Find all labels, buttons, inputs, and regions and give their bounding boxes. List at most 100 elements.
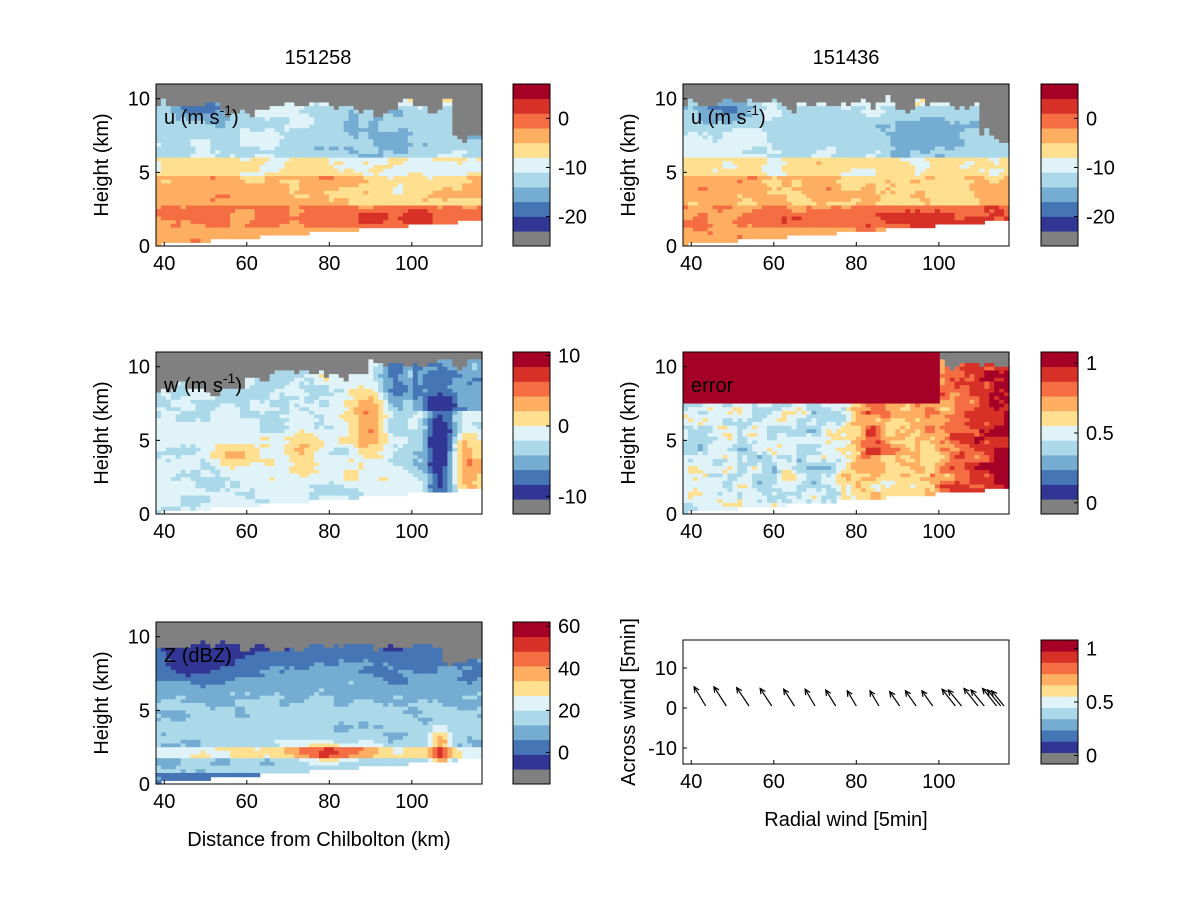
heatmap-cell bbox=[742, 142, 748, 148]
heatmap-cell bbox=[289, 194, 295, 199]
heatmap-cell bbox=[294, 102, 300, 107]
heatmap-cell bbox=[821, 157, 827, 162]
heatmap-cell bbox=[447, 117, 453, 122]
heatmap-cell bbox=[383, 135, 389, 140]
heatmap-cell bbox=[309, 150, 315, 155]
heatmap-cell bbox=[432, 120, 439, 126]
heatmap-cell bbox=[279, 194, 286, 199]
heatmap-cell bbox=[831, 91, 837, 96]
heatmap-cell bbox=[422, 109, 429, 115]
heatmap-cell bbox=[707, 102, 714, 107]
heatmap-cell bbox=[959, 84, 966, 89]
heatmap-cell bbox=[717, 109, 724, 115]
heatmap-cell bbox=[319, 102, 325, 107]
heatmap-cell bbox=[841, 212, 847, 218]
heatmap-cell bbox=[747, 190, 753, 196]
heatmap-cell bbox=[289, 165, 295, 170]
heatmap-cell bbox=[712, 131, 719, 137]
heatmap-cell bbox=[687, 117, 694, 122]
heatmap-cell bbox=[294, 205, 300, 210]
heatmap-cell bbox=[776, 106, 783, 111]
heatmap-cell bbox=[393, 179, 399, 185]
heatmap-cell bbox=[304, 95, 310, 100]
heatmap-cell bbox=[870, 135, 877, 140]
heatmap-cell bbox=[170, 102, 177, 107]
heatmap-cell bbox=[850, 161, 857, 166]
heatmap-cell bbox=[269, 113, 276, 118]
heatmap-cell bbox=[934, 153, 941, 159]
heatmap-cell bbox=[274, 187, 281, 192]
heatmap-cell bbox=[432, 187, 439, 192]
heatmap-cell bbox=[727, 234, 733, 240]
heatmap-cell bbox=[309, 201, 315, 207]
heatmap-cell bbox=[683, 153, 689, 159]
heatmap-cell bbox=[747, 176, 753, 181]
heatmap-cell bbox=[467, 201, 473, 207]
heatmap-cell bbox=[472, 131, 478, 137]
heatmap-cell bbox=[702, 157, 709, 162]
heatmap-cell bbox=[398, 98, 404, 104]
heatmap-cell bbox=[264, 106, 271, 111]
heatmap-cell bbox=[692, 106, 699, 111]
heatmap-cell bbox=[712, 172, 719, 177]
heatmap-cell bbox=[880, 106, 887, 111]
heatmap-cell bbox=[447, 220, 453, 225]
heatmap-cell bbox=[712, 161, 719, 166]
colorbar-band bbox=[513, 187, 550, 203]
heatmap-cell bbox=[239, 135, 246, 140]
heatmap-cell bbox=[427, 209, 434, 214]
heatmap-cell bbox=[398, 212, 404, 218]
heatmap-cell bbox=[230, 91, 236, 96]
heatmap-cell bbox=[156, 117, 162, 122]
heatmap-cell bbox=[915, 139, 921, 144]
heatmap-cell bbox=[175, 165, 182, 170]
heatmap-cell bbox=[220, 139, 226, 144]
heatmap-cell bbox=[225, 168, 231, 173]
heatmap-cell bbox=[299, 95, 305, 100]
heatmap-cell bbox=[165, 98, 172, 104]
heatmap-cell bbox=[249, 234, 256, 240]
heatmap-cell bbox=[393, 165, 399, 170]
heatmap-cell bbox=[274, 165, 281, 170]
heatmap-cell bbox=[801, 227, 808, 232]
heatmap-cell bbox=[319, 135, 325, 140]
heatmap-cell bbox=[939, 187, 946, 192]
heatmap-cell bbox=[304, 176, 310, 181]
heatmap-cell bbox=[314, 139, 320, 144]
heatmap-cell bbox=[333, 223, 340, 229]
heatmap-cell bbox=[816, 87, 822, 92]
heatmap-cell bbox=[402, 212, 409, 218]
heatmap-cell bbox=[383, 142, 389, 148]
heatmap-cell bbox=[215, 135, 221, 140]
heatmap-cell bbox=[687, 91, 694, 96]
heatmap-cell bbox=[885, 183, 892, 188]
heatmap-cell bbox=[180, 216, 187, 221]
heatmap-cell bbox=[319, 227, 325, 232]
heatmap-cell bbox=[895, 150, 901, 155]
heatmap-cell bbox=[722, 157, 729, 162]
heatmap-cell bbox=[737, 102, 743, 107]
heatmap-cell bbox=[702, 216, 709, 221]
heatmap-cell bbox=[796, 176, 803, 181]
heatmap-cell bbox=[225, 231, 231, 236]
heatmap-cell bbox=[225, 201, 231, 207]
heatmap-cell bbox=[319, 109, 325, 115]
heatmap-cell bbox=[860, 95, 867, 100]
heatmap-cell bbox=[860, 135, 867, 140]
heatmap-cell bbox=[398, 183, 404, 188]
heatmap-cell bbox=[422, 183, 429, 188]
heatmap-cell bbox=[890, 139, 896, 144]
heatmap-cell bbox=[442, 157, 449, 162]
heatmap-cell bbox=[885, 179, 892, 185]
x-tick-label: 40 bbox=[153, 253, 175, 275]
heatmap-cell bbox=[358, 223, 365, 229]
heatmap-cell bbox=[944, 142, 951, 148]
heatmap-cell bbox=[175, 201, 182, 207]
heatmap-cell bbox=[796, 187, 803, 192]
heatmap-cell bbox=[717, 120, 724, 126]
heatmap-cell bbox=[949, 98, 956, 104]
heatmap-cell bbox=[402, 135, 409, 140]
heatmap-cell bbox=[850, 205, 857, 210]
heatmap-cell bbox=[289, 168, 295, 173]
heatmap-cell bbox=[294, 183, 300, 188]
